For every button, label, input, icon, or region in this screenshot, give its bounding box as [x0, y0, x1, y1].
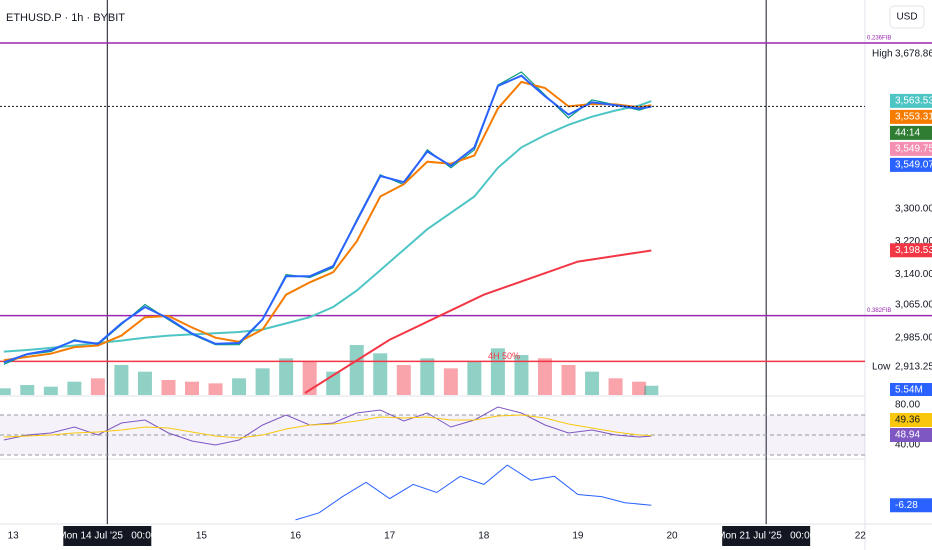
- price-line: [3, 80, 652, 362]
- rsi-tag-label: 49.36: [895, 415, 920, 426]
- x-tick-label: 16: [290, 531, 302, 542]
- volume-bar: [0, 388, 11, 395]
- volume-bar: [185, 381, 200, 395]
- volume-bar: [208, 383, 223, 395]
- y-tick-label: 3,140.00: [895, 269, 932, 280]
- level-label: 4H 50%: [488, 351, 520, 361]
- x-tick-label: 17: [384, 531, 396, 542]
- symbol-title: ETHUSD.P · 1h · BYBIT: [6, 12, 125, 24]
- volume-bar: [514, 355, 529, 395]
- volume-tag-label: 5.54M: [895, 385, 923, 396]
- price-tag-label: 3,678.86: [895, 48, 932, 59]
- volume-bar: [420, 358, 435, 395]
- volume-bar: [632, 381, 647, 395]
- price-tag-label: 3,549.75: [895, 144, 932, 155]
- x-tick-label: 13: [8, 531, 20, 542]
- rsi-line: [3, 406, 652, 446]
- price-tag-label: 2,913.25: [895, 362, 932, 373]
- volume-bar: [373, 353, 388, 395]
- price-tag: [890, 141, 932, 156]
- price-tag: [890, 125, 932, 140]
- level-label: 0.382FIB: [867, 308, 891, 314]
- price-tag: [890, 243, 932, 258]
- volume-bar: [279, 358, 294, 395]
- volume-bar: [161, 380, 176, 395]
- volume-bar: [349, 345, 364, 395]
- volume-bar: [43, 386, 58, 395]
- volume-bar: [561, 365, 576, 395]
- y-tick-label: 3,300.00: [895, 203, 932, 214]
- y-tick-label: 3,065.00: [895, 300, 932, 311]
- volume-bar: [467, 361, 482, 395]
- x-tick-label: 22: [855, 531, 867, 542]
- x-tick-label: Mon 14 Jul '25 00:00: [58, 531, 157, 542]
- currency-button[interactable]: [889, 5, 925, 29]
- volume-bar: [490, 348, 505, 395]
- volume-bar: [443, 368, 458, 395]
- rsi-tag: [890, 413, 932, 427]
- volume-bar: [255, 368, 270, 395]
- volume-bar: [537, 358, 552, 395]
- x-tick-label: Mon 21 Jul '25 00:00: [717, 531, 816, 542]
- price-tag-label: 3,549.07: [895, 160, 932, 171]
- volume-bar: [20, 385, 35, 395]
- volume-bar: [396, 365, 411, 395]
- price-tag-caption: High: [872, 48, 893, 59]
- rsi-band: [0, 415, 865, 455]
- x-tick-box: [722, 526, 811, 546]
- volume-bar: [644, 385, 659, 395]
- x-tick-box: [63, 526, 152, 546]
- volume-bar: [585, 371, 600, 395]
- price-tag-label: 3,198.53: [895, 245, 932, 256]
- price-tag-caption: Low: [872, 362, 891, 373]
- y-tick-label: 2,985.00: [895, 332, 932, 343]
- volume-bar: [114, 365, 129, 395]
- currency[interactable]: USD: [896, 12, 917, 23]
- x-tick-label: 18: [478, 531, 490, 542]
- rsi-tick-label: 80.00: [895, 400, 920, 411]
- rsi-tag-label: 48.94: [895, 430, 920, 441]
- x-tick-label: 15: [196, 531, 208, 542]
- volume-bar: [137, 371, 152, 395]
- price-tag-label: 44:14: [895, 128, 920, 139]
- price-tag-label: 3,553.31: [895, 112, 932, 123]
- oscillator-tag-label: -6.28: [895, 500, 918, 511]
- volume-bar: [302, 361, 317, 395]
- price-line: [304, 249, 652, 394]
- volume-bar: [67, 381, 82, 395]
- oscillator-tag: [890, 498, 932, 513]
- x-tick-label: 19: [572, 531, 584, 542]
- price-tag: [890, 157, 932, 172]
- rsi-tag: [890, 428, 932, 442]
- rsi-ma-line: [3, 414, 652, 439]
- x-tick-label: 20: [666, 531, 678, 542]
- volume-bar: [90, 378, 105, 395]
- volume-bar: [232, 378, 247, 395]
- price-tag: [890, 109, 932, 124]
- volume-tag: [890, 383, 932, 396]
- volume-bar: [608, 378, 623, 395]
- price-tag: [890, 93, 932, 108]
- price-line: [3, 71, 652, 365]
- rsi-tick-label: 40.00: [895, 440, 920, 451]
- y-tick-label: 3,220.00: [895, 236, 932, 247]
- price-line: [3, 100, 652, 353]
- level-label: 0.236FIB: [867, 36, 891, 42]
- price-line: [3, 74, 652, 364]
- oscillator-line: [295, 464, 652, 521]
- price-tag-label: 3,563.53: [895, 96, 932, 107]
